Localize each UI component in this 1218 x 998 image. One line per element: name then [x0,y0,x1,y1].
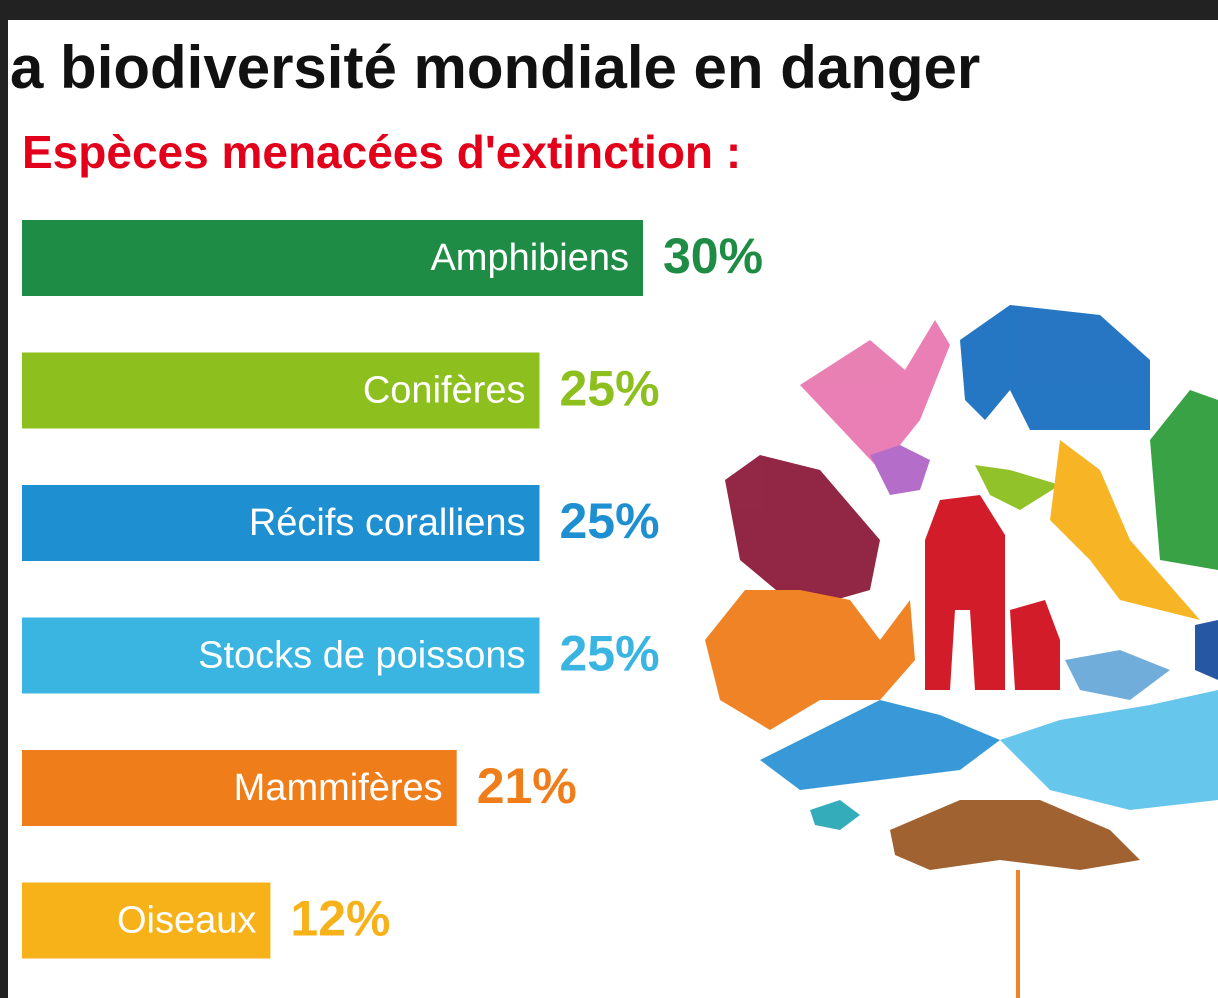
chart-title: a biodiversité mondiale en danger [10,34,980,101]
bar [22,352,540,429]
bar [22,485,540,561]
chart-subtitle: Espèces menacées d'extinction : [22,126,741,178]
value-label: 30% [663,228,763,284]
bar [22,617,540,694]
value-label: 12% [290,891,390,947]
category-label: Conifères [363,370,526,412]
bar [22,220,643,296]
bar [22,882,271,959]
category-label: Stocks de poissons [198,635,525,677]
bar [22,750,457,826]
value-label: 25% [560,626,660,682]
value-label: 25% [560,493,660,549]
category-label: Amphibiens [430,237,629,279]
value-label: 25% [560,361,660,417]
category-label: Récifs coralliens [249,502,526,544]
category-label: Mammifères [234,767,443,809]
category-label: Oiseaux [117,900,256,942]
origami-tree [705,305,1218,998]
value-label: 21% [477,758,577,814]
